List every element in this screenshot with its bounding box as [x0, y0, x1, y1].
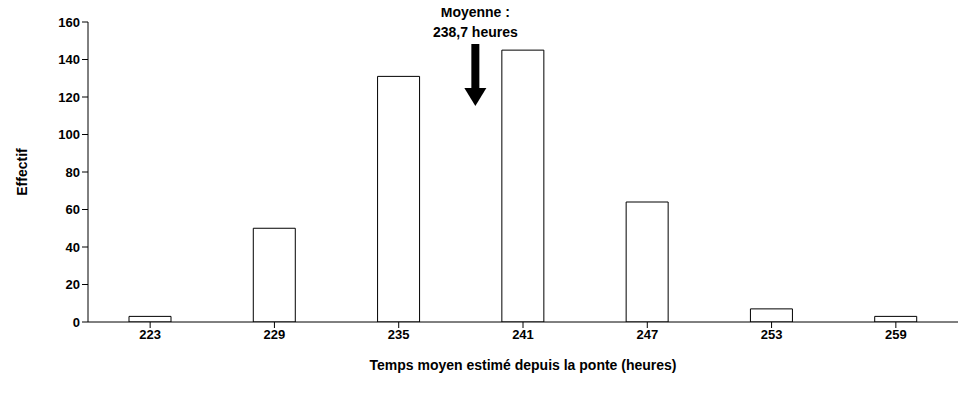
svg-text:40: 40 [66, 240, 80, 255]
svg-text:160: 160 [58, 15, 80, 30]
svg-text:253: 253 [761, 327, 783, 342]
svg-text:238,7 heures: 238,7 heures [433, 24, 518, 40]
svg-text:247: 247 [636, 327, 658, 342]
svg-text:140: 140 [58, 52, 80, 67]
svg-text:241: 241 [512, 327, 534, 342]
svg-text:Moyenne :: Moyenne : [441, 4, 510, 20]
svg-text:223: 223 [139, 327, 161, 342]
svg-text:Temps moyen estimé depuis la p: Temps moyen estimé depuis la ponte (heur… [369, 357, 676, 373]
svg-text:60: 60 [66, 202, 80, 217]
svg-text:0: 0 [73, 315, 80, 330]
svg-text:235: 235 [388, 327, 410, 342]
svg-text:100: 100 [58, 127, 80, 142]
svg-text:229: 229 [264, 327, 286, 342]
svg-text:20: 20 [66, 277, 80, 292]
svg-text:259: 259 [885, 327, 907, 342]
svg-text:80: 80 [66, 165, 80, 180]
svg-text:120: 120 [58, 90, 80, 105]
svg-text:Effectif: Effectif [14, 148, 30, 196]
